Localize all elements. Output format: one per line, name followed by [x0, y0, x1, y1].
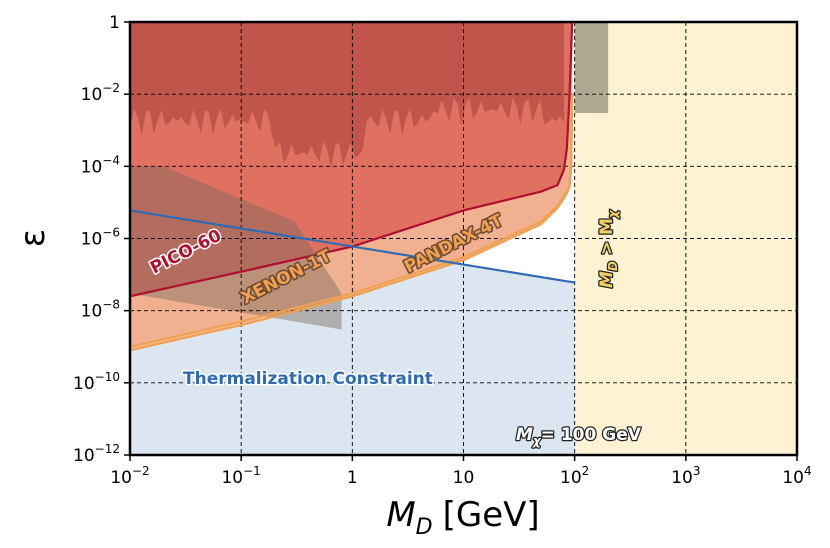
- x-tick-base: 10: [671, 468, 693, 488]
- shadow-overlay: [130, 166, 342, 330]
- label-md-subscript-chi: χ: [606, 209, 620, 219]
- y-tick-exponent: −10: [95, 370, 120, 384]
- y-tick-label: 10−10: [73, 370, 120, 394]
- label-mchi-symbol: M: [516, 425, 533, 445]
- x-tick-base: 10: [560, 468, 582, 488]
- grey-stripe: [574, 22, 609, 114]
- xenon-1t-line: [130, 94, 574, 348]
- y-tick-exponent: −4: [102, 153, 120, 167]
- x-axis-title-symbol: M: [386, 495, 415, 535]
- y-tick-exponent: −12: [95, 442, 120, 456]
- y-tick-base: 1: [109, 13, 120, 33]
- x-tick-exponent: 2: [582, 464, 590, 478]
- x-tick-label: 104: [782, 464, 811, 488]
- y-tick-base: 10: [81, 302, 103, 322]
- y-tick-label: 10−2: [81, 81, 120, 105]
- y-axis-title: ε: [13, 229, 53, 247]
- label-md-subscript: D: [606, 261, 620, 271]
- y-tick-base: 10: [81, 85, 103, 105]
- x-axis-ticks: 10−2 10−1 1 10 102 103 104: [110, 455, 812, 488]
- x-axis-title-unit: [GeV]: [443, 495, 540, 535]
- y-tick-exponent: −2: [102, 81, 120, 95]
- y-tick-label: 10−8: [81, 298, 120, 322]
- label-mchi-100-gev: Mχ= 100 GeV: [516, 425, 642, 448]
- x-tick-label: 103: [671, 464, 700, 488]
- x-tick-exponent: 4: [804, 464, 812, 478]
- thermalization-line: [130, 209, 575, 284]
- x-axis-title-subscript: D: [416, 515, 433, 540]
- y-tick-base: 10: [73, 446, 95, 466]
- label-md-symbol: M: [597, 271, 617, 288]
- x-tick-base: 10: [453, 468, 475, 488]
- label-mchi-subscript: χ: [532, 434, 542, 448]
- grid: [130, 22, 797, 455]
- x-tick-base: 10: [110, 468, 132, 488]
- y-tick-base: 10: [81, 157, 103, 177]
- label-thermalization: Thermalization Constraint: [183, 369, 433, 389]
- x-tick-exponent: 3: [693, 464, 701, 478]
- y-tick-base: 10: [81, 230, 103, 250]
- x-tick-base: 10: [782, 468, 804, 488]
- x-axis-title: MD [GeV]: [386, 495, 539, 540]
- x-tick-exponent: −2: [132, 464, 150, 478]
- pico-60-line: [130, 22, 574, 298]
- y-tick-base: 10: [73, 374, 95, 394]
- upper-exclusion-fill: [130, 22, 564, 168]
- label-mchi-rest: = 100 GeV: [541, 425, 642, 445]
- x-tick-base: 1: [347, 468, 358, 488]
- x-tick-label: 10−2: [110, 464, 149, 488]
- x-tick-label: 102: [560, 464, 589, 488]
- x-tick-label: 10: [453, 468, 475, 488]
- plot-area: [130, 22, 797, 455]
- y-tick-exponent: −8: [102, 298, 120, 312]
- x-tick-label: 1: [347, 468, 358, 488]
- y-tick-exponent: −6: [102, 226, 120, 240]
- x-tick-label: 10−1: [221, 464, 260, 488]
- label-md-gt-mchi: MD > Mχ: [597, 209, 620, 288]
- y-tick-label: 10−12: [73, 442, 120, 466]
- y-tick-label: 10−4: [81, 153, 120, 177]
- exclusion-lines: [130, 22, 575, 352]
- y-tick-label: 10−6: [81, 226, 120, 250]
- label-md-mid: > M: [597, 218, 617, 261]
- x-tick-base: 10: [221, 468, 243, 488]
- y-tick-label: 1: [109, 13, 120, 33]
- x-tick-exponent: −1: [243, 464, 261, 478]
